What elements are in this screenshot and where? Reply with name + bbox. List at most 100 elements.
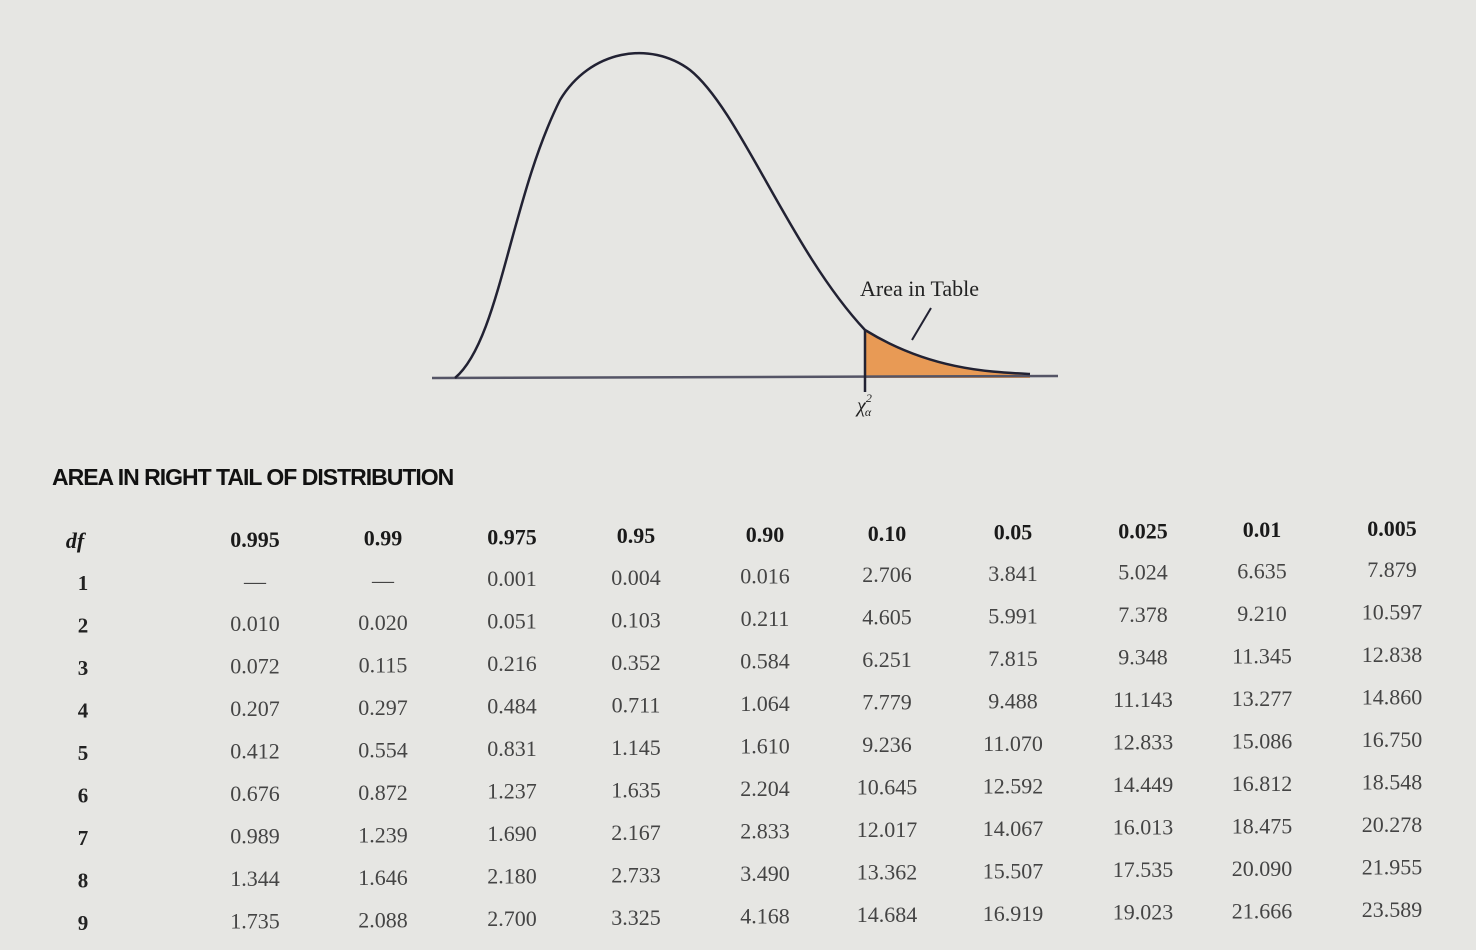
value-cell: 11.345 (1232, 643, 1292, 668)
column-header: 0.005 (1367, 516, 1417, 541)
value-cell: 0.115 (359, 652, 408, 677)
value-cell: 0.484 (487, 694, 537, 719)
tail-area (865, 330, 1030, 378)
value-cell: 2.180 (487, 864, 537, 889)
table: df 0.995 0.99 0.975 0.95 0.90 0.10 0.05 0.025 0.0… (66, 516, 1422, 935)
critical-symbol: χ2 α (855, 391, 872, 419)
value-cell: 0.412 (230, 739, 280, 764)
column-header: 0.10 (868, 521, 907, 546)
value-cell: 14.860 (1362, 685, 1423, 710)
value-cell: 20.090 (1232, 856, 1293, 881)
value-cell: 0.072 (230, 654, 280, 679)
symbol-sup: 2 (866, 391, 872, 405)
value-cell: 9.488 (988, 688, 1038, 713)
value-cell: 3.325 (611, 905, 661, 930)
value-cell: 0.872 (358, 780, 408, 805)
value-cell: — (371, 567, 395, 592)
value-cell: 15.086 (1232, 728, 1293, 753)
column-header: 0.95 (617, 523, 656, 548)
value-cell: 12.017 (857, 817, 918, 842)
value-cell: 9.348 (1118, 645, 1168, 670)
value-cell: 14.067 (983, 816, 1044, 841)
value-cell: 0.016 (740, 564, 790, 589)
value-cell: 0.211 (741, 606, 790, 631)
value-cell: 1.237 (487, 779, 537, 804)
column-header: 0.90 (746, 522, 785, 547)
density-curve (454, 51, 1031, 379)
value-cell: 1.064 (740, 691, 790, 716)
value-cell: 18.548 (1362, 770, 1423, 795)
value-cell: 16.750 (1362, 727, 1423, 752)
value-cell: 14.684 (857, 902, 918, 927)
value-cell: 5.024 (1118, 560, 1168, 585)
value-cell: 7.879 (1367, 557, 1417, 582)
value-cell: 11.070 (983, 731, 1043, 756)
column-header: 0.05 (994, 520, 1033, 545)
value-cell: — (243, 569, 267, 594)
value-cell: 0.297 (358, 695, 408, 720)
value-cell: 0.051 (487, 609, 537, 634)
value-cell: 0.676 (230, 781, 280, 806)
value-cell: 12.838 (1362, 642, 1423, 667)
value-cell: 0.207 (230, 696, 280, 721)
value-cell: 0.711 (612, 692, 661, 717)
value-cell: 0.001 (487, 566, 537, 591)
value-cell: 16.919 (983, 901, 1044, 926)
value-cell: 7.815 (988, 646, 1038, 671)
value-cell: 0.584 (740, 649, 790, 674)
value-cell: 9.210 (1237, 601, 1287, 626)
value-cell: 12.592 (983, 773, 1044, 798)
symbol: χ (855, 395, 867, 417)
value-cell: 0.010 (230, 611, 280, 636)
value-cell: 20.278 (1362, 812, 1423, 837)
value-cell: 1.610 (740, 734, 790, 759)
value-cell: 2.204 (740, 776, 790, 801)
value-cell: 0.020 (358, 610, 408, 635)
value-cell: 13.362 (857, 860, 918, 885)
value-cell: 18.475 (1232, 813, 1293, 838)
value-cell: 1.635 (611, 777, 661, 802)
value-cell: 12.833 (1113, 730, 1174, 755)
value-cell: 16.013 (1113, 815, 1174, 840)
value-cell: 1.344 (230, 866, 280, 891)
column-header: 0.025 (1118, 518, 1168, 543)
value-cell: 0.831 (487, 736, 537, 761)
value-cell: 7.378 (1118, 602, 1168, 627)
value-cell: 2.706 (862, 562, 912, 587)
df-header: df (66, 528, 87, 553)
value-cell: 0.989 (230, 824, 280, 849)
value-cell: 2.733 (611, 862, 661, 887)
table-title: AREA IN RIGHT TAIL OF DISTRIBUTION (52, 464, 454, 490)
value-cell: 1.735 (230, 909, 280, 934)
value-cell: 0.004 (611, 565, 661, 590)
column-header: 0.995 (230, 527, 280, 552)
value-cell: 1.690 (487, 821, 537, 846)
baseline (431, 374, 1059, 380)
distribution-diagram: Area in Table χ2 α (431, 51, 1059, 419)
value-cell: 3.490 (740, 861, 790, 886)
value-cell: 13.277 (1232, 686, 1293, 711)
value-cell: 21.955 (1362, 855, 1423, 880)
value-cell: 15.507 (983, 858, 1044, 883)
value-cell: 11.143 (1113, 687, 1173, 712)
value-cell: 0.352 (611, 650, 661, 675)
value-cell: 23.589 (1362, 897, 1423, 922)
value-cell: 4.168 (740, 904, 790, 929)
df-cell: 7 (78, 826, 89, 850)
value-cell: 2.833 (740, 819, 790, 844)
symbol-sub: α (865, 405, 872, 419)
value-cell: 10.645 (857, 775, 918, 800)
value-cell: 9.236 (862, 732, 912, 757)
area-label: Area in Table (860, 276, 979, 301)
value-cell: 6.251 (862, 647, 912, 672)
value-cell: 3.841 (988, 561, 1038, 586)
df-cell: 3 (78, 656, 89, 680)
value-cell: 4.605 (862, 605, 912, 630)
value-cell: 2.088 (358, 907, 408, 932)
value-cell: 21.666 (1232, 898, 1293, 923)
value-cell: 0.554 (358, 737, 408, 762)
value-cell: 1.145 (611, 735, 661, 760)
value-cell: 1.646 (358, 865, 408, 890)
column-header: 0.99 (364, 526, 403, 551)
value-cell: 17.535 (1113, 857, 1174, 882)
